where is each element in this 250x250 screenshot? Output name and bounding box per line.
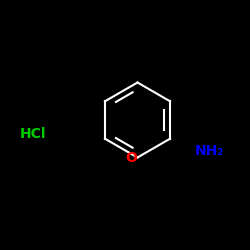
Text: O: O <box>125 152 137 166</box>
Text: NH₂: NH₂ <box>195 144 224 158</box>
Text: HCl: HCl <box>20 126 46 140</box>
